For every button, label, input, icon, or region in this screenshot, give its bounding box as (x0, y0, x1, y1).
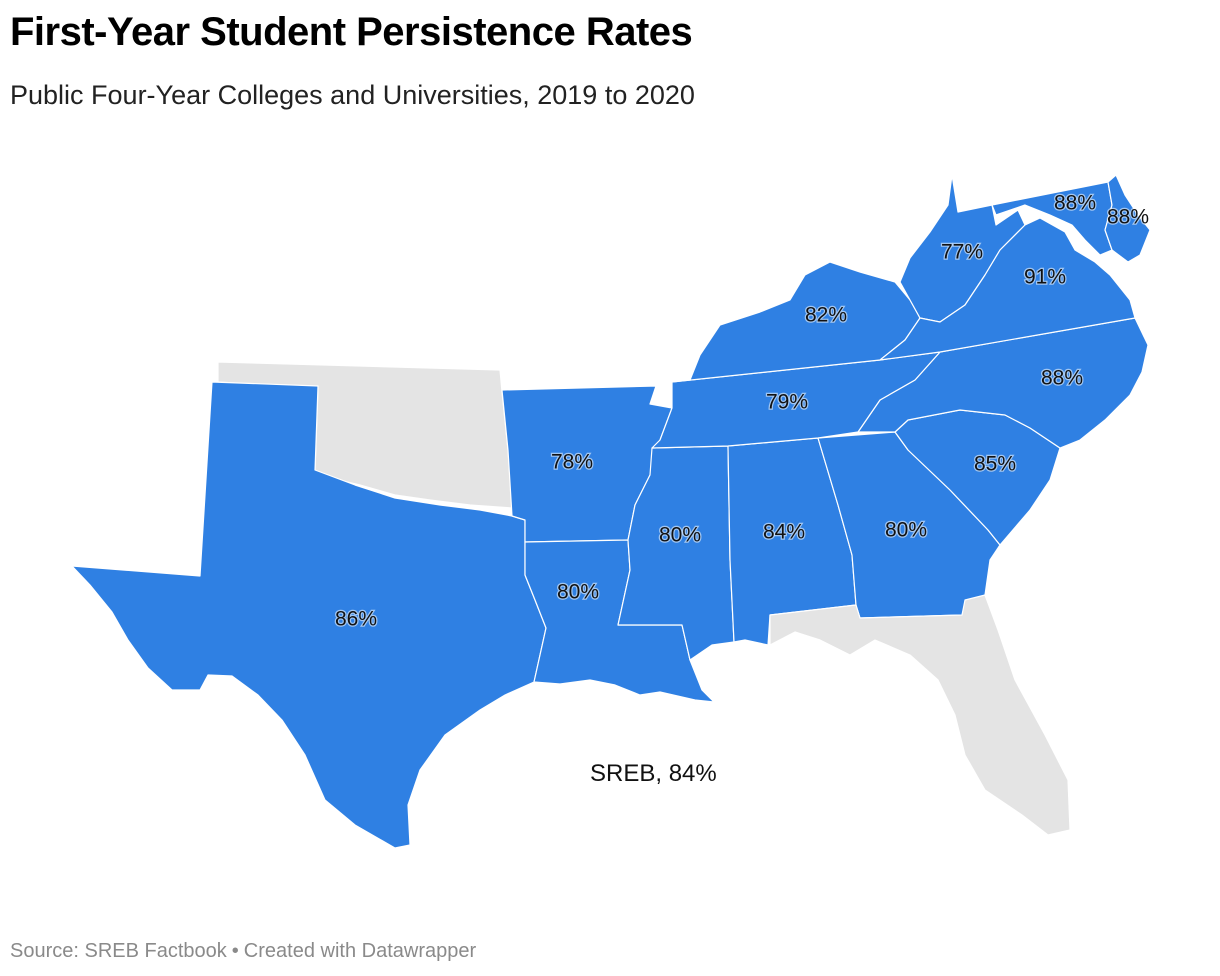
source-note: Source: SREB Factbook (10, 940, 227, 962)
state-virginia[interactable] (879, 217, 1136, 361)
state-label-north-carolina: 88% (1041, 367, 1083, 390)
state-label-delaware: 88% (1107, 206, 1149, 229)
state-label-georgia: 80% (885, 519, 927, 542)
state-label-mississippi: 80% (659, 524, 701, 547)
footer: Source: SREB Factbook • Created with Dataw… (10, 940, 476, 963)
credit-note: Created with Datawrapper (243, 940, 477, 962)
footer-separator: • (231, 940, 239, 962)
state-label-louisiana: 80% (557, 581, 599, 604)
state-labels: 86% 78% 80% 80% 84% 80% 85% 88% 79% 82% … (334, 190, 1150, 631)
chart-subtitle: Public Four-Year Colleges and Universiti… (10, 80, 695, 110)
chart-title: First-Year Student Persistence Rates (10, 10, 693, 54)
state-label-maryland: 88% (1054, 192, 1096, 215)
state-label-arkansas: 78% (551, 451, 593, 474)
region-average-label: SREB, 84% (590, 760, 717, 787)
state-label-alabama: 84% (763, 521, 805, 544)
state-label-west-virginia: 77% (941, 241, 983, 264)
state-label-south-carolina: 85% (974, 453, 1016, 476)
state-florida[interactable] (769, 594, 1071, 836)
state-label-tennessee: 79% (766, 391, 808, 414)
state-label-virginia: 91% (1024, 266, 1066, 289)
state-label-texas: 86% (335, 608, 377, 631)
state-texas[interactable] (71, 381, 547, 849)
state-delaware[interactable] (1104, 174, 1151, 263)
state-label-kentucky: 82% (805, 304, 847, 327)
